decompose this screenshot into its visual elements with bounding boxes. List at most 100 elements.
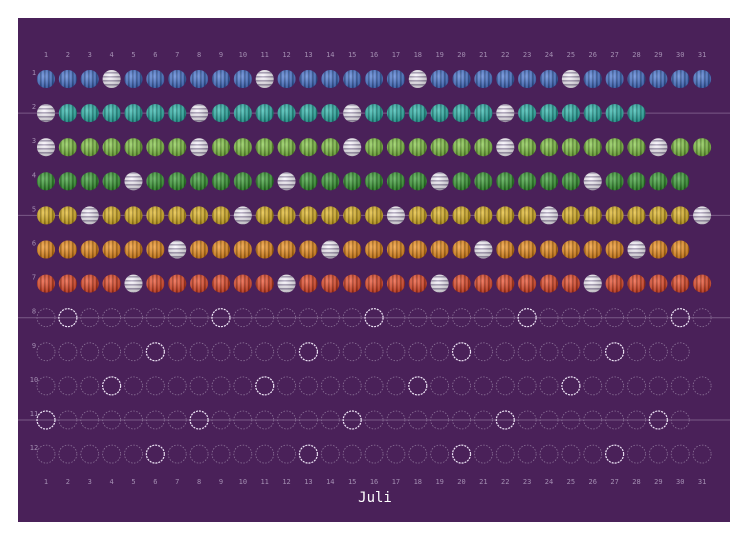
day-outline [692, 444, 712, 464]
day-outline [670, 376, 690, 396]
day-outline [299, 376, 318, 396]
day-outline [342, 376, 362, 396]
day-outline [605, 308, 625, 328]
ball-shade [365, 240, 384, 259]
day-outline [386, 342, 406, 362]
ball-shade [102, 70, 121, 88]
ball-shade [627, 240, 646, 259]
day-number: 11 [260, 478, 268, 486]
ball-shade [299, 206, 318, 225]
ball-shade [233, 274, 252, 293]
row-number: 1 [32, 69, 36, 77]
ball-shade [321, 70, 340, 88]
day-number: 22 [501, 478, 509, 486]
day-outline [561, 444, 581, 464]
day-number: 23 [523, 51, 531, 59]
day-outline [298, 444, 319, 464]
day-number: 19 [435, 51, 443, 59]
day-outline [495, 342, 515, 362]
ball-shade [540, 206, 559, 225]
ball-shade [561, 274, 580, 293]
day-outline [102, 308, 122, 328]
day-outline [277, 410, 296, 430]
ball-shade [408, 104, 427, 123]
day-outline [451, 444, 472, 464]
ball-shade [474, 138, 493, 157]
day-outline [233, 342, 253, 362]
day-outline [430, 410, 450, 430]
ball-shade [496, 104, 515, 123]
day-outline [277, 444, 296, 464]
day-outline [495, 308, 515, 328]
ball-shade [168, 138, 187, 157]
day-outline [670, 444, 690, 464]
day-outline [495, 376, 515, 396]
ball-shade [408, 138, 427, 157]
ball-shade [321, 206, 340, 225]
day-outline [517, 444, 537, 464]
ball-shade [299, 138, 318, 157]
ball-shade [255, 70, 274, 88]
ball-shade [168, 70, 187, 88]
ball-shade [386, 70, 405, 88]
day-outline [255, 308, 275, 328]
ball-shade [37, 172, 55, 191]
ball-shade [386, 206, 405, 225]
day-outline [124, 376, 143, 396]
day-outline [255, 376, 275, 396]
ball-shade [102, 104, 121, 123]
day-outline [124, 410, 143, 430]
ball-shade [190, 240, 209, 259]
day-outline [386, 410, 406, 430]
ball-shade [561, 240, 580, 259]
day-outline [648, 376, 668, 396]
day-outline [145, 308, 165, 328]
ball-shade [102, 274, 121, 293]
day-outline [189, 410, 209, 430]
day-outline [627, 308, 646, 328]
ball-shade [496, 274, 515, 293]
day-outline [211, 308, 231, 328]
day-outline [102, 376, 122, 396]
ball-shade [211, 240, 230, 259]
day-outline [583, 444, 603, 464]
day-outline [473, 342, 493, 362]
ball-shade [58, 138, 77, 157]
day-outline [452, 308, 471, 328]
ball-shade [386, 240, 405, 259]
day-number: 17 [392, 51, 400, 59]
day-outline [233, 308, 253, 328]
day-number: 15 [348, 51, 356, 59]
day-outline [648, 308, 668, 328]
day-outline [473, 308, 493, 328]
ball-shade [58, 104, 77, 123]
day-outline [342, 342, 362, 362]
ball-shade [146, 138, 165, 157]
ball-shade [80, 172, 99, 191]
day-number: 14 [326, 478, 334, 486]
day-outline [517, 342, 537, 362]
ball-shade [190, 138, 209, 157]
ball-shade [321, 172, 340, 191]
ball-shade [124, 274, 143, 293]
ball-shade [233, 104, 252, 123]
ball-shade [649, 274, 668, 293]
day-outline [211, 342, 231, 362]
day-outline [539, 342, 559, 362]
ball-shade [583, 138, 602, 157]
ball-shade [37, 274, 55, 293]
day-outline [539, 444, 559, 464]
day-number: 31 [698, 51, 706, 59]
ball-shade [605, 274, 624, 293]
row-number: 5 [32, 205, 36, 213]
day-outline [583, 342, 603, 362]
ball-shade [211, 104, 230, 123]
row-number: 8 [32, 308, 36, 316]
day-number: 27 [610, 51, 618, 59]
ball-shade [518, 206, 537, 225]
day-outline [145, 376, 165, 396]
day-number: 4 [110, 51, 114, 59]
day-number: 1 [44, 51, 48, 59]
ball-shade [80, 206, 99, 225]
ball-shade [649, 70, 668, 88]
